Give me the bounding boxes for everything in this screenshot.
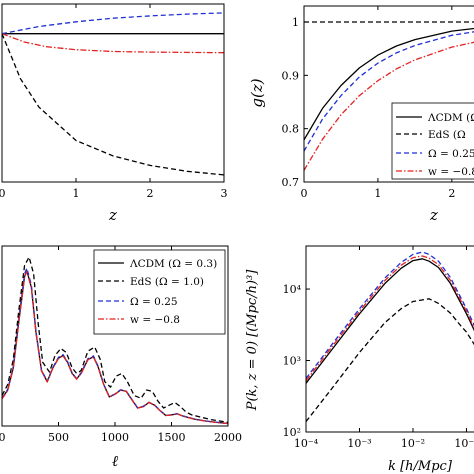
x-tick-label: 500 bbox=[48, 431, 69, 444]
x-tick-label: 0 bbox=[0, 187, 6, 200]
y-axis-label: g(z) bbox=[248, 78, 266, 107]
legend-label-lcdm: ΛCDM (Ω = 0.3) bbox=[129, 258, 217, 270]
y-tick-label: 10³ bbox=[283, 355, 301, 368]
y-tick-label: 10⁴ bbox=[283, 283, 302, 296]
panel-bottom-right: 10⁻⁴ 10⁻³ 10⁻² 10⁻¹ 10² 10³ 10⁴ P(k, z = 0) [(… bbox=[245, 245, 474, 474]
legend-label-eds: EdS (Ω bbox=[428, 129, 466, 141]
axes-frame bbox=[305, 245, 474, 433]
x-tick-label: 2 bbox=[448, 187, 455, 200]
axes-frame bbox=[303, 5, 474, 183]
legend-label-lcdm: ΛCDM (Ω bbox=[427, 112, 474, 124]
legend-box bbox=[93, 249, 226, 335]
x-tick-label: 10⁻³ bbox=[347, 437, 371, 450]
legend: ΛCDM (Ω EdS (Ω Ω = 0.25 w = −0.8 bbox=[391, 102, 474, 180]
x-tick-label: 10⁻⁴ bbox=[294, 437, 319, 450]
x-tick-label: 0 bbox=[301, 187, 308, 200]
series-line-2 bbox=[304, 31, 474, 152]
series-line-2 bbox=[2, 270, 228, 425]
x-tick-label: 1500 bbox=[158, 431, 186, 444]
series-line-1 bbox=[304, 27, 474, 141]
panel-top-left: 0 1 2 3 z bbox=[0, 3, 228, 224]
axes-frame bbox=[1, 3, 225, 183]
legend: ΛCDM (Ω = 0.3) EdS (Ω = 1.0) Ω = 0.25 w … bbox=[93, 249, 226, 335]
legend-label-w: w = −0.8 bbox=[130, 314, 180, 326]
x-tick-label: 1000 bbox=[101, 431, 129, 444]
x-axis-label: z bbox=[429, 206, 438, 224]
x-axis-label: ℓ bbox=[112, 452, 118, 470]
x-tick-label: 2 bbox=[147, 187, 154, 200]
legend-label-omega: Ω = 0.25 bbox=[428, 148, 474, 160]
x-tick-label: 2000 bbox=[214, 431, 242, 444]
series-line-3 bbox=[306, 298, 474, 423]
y-tick-label: 0.9 bbox=[282, 69, 300, 82]
x-axis-label: z bbox=[108, 206, 117, 224]
x-axis-label: k [h/Mpc] bbox=[388, 459, 453, 474]
x-tick-label: 1 bbox=[73, 187, 80, 200]
legend-label-omega: Ω = 0.25 bbox=[130, 296, 178, 308]
y-tick-label: 10² bbox=[283, 426, 301, 439]
legend-label-eds: EdS (Ω = 1.0) bbox=[130, 276, 204, 288]
series-line-2 bbox=[306, 255, 474, 382]
series-line-3 bbox=[2, 33, 224, 176]
x-tick-label: 3 bbox=[221, 187, 228, 200]
series-line-1 bbox=[2, 12, 224, 35]
legend-box bbox=[391, 102, 474, 180]
y-axis-label: P(k, z = 0) [(Mpc/h)³] bbox=[245, 269, 260, 412]
y-tick-label: 0.8 bbox=[282, 123, 300, 136]
y-tick-label: 1 bbox=[292, 16, 299, 29]
y-tick-label: 0.7 bbox=[282, 176, 300, 189]
panel-bottom-left: 0 500 1000 1500 2000 ℓ ΛCDM (Ω = 0.3) EdS (Ω… bbox=[0, 245, 242, 470]
x-tick-label: 1 bbox=[374, 187, 381, 200]
x-tick-label: 10⁻² bbox=[401, 437, 425, 450]
series-line-1 bbox=[306, 251, 474, 379]
x-tick-label: 10⁻¹ bbox=[454, 437, 474, 450]
panel-top-right: 0 1 2 0.7 0.8 0.9 1 g(z) z ΛCDM (Ω EdS (Ω Ω = … bbox=[248, 5, 474, 224]
series-line-0 bbox=[306, 258, 474, 384]
x-tick-label: 0 bbox=[0, 431, 6, 444]
legend-label-w: w = −0.8 bbox=[428, 166, 474, 178]
series-line-2 bbox=[2, 33, 224, 54]
series-line-3 bbox=[304, 41, 474, 171]
